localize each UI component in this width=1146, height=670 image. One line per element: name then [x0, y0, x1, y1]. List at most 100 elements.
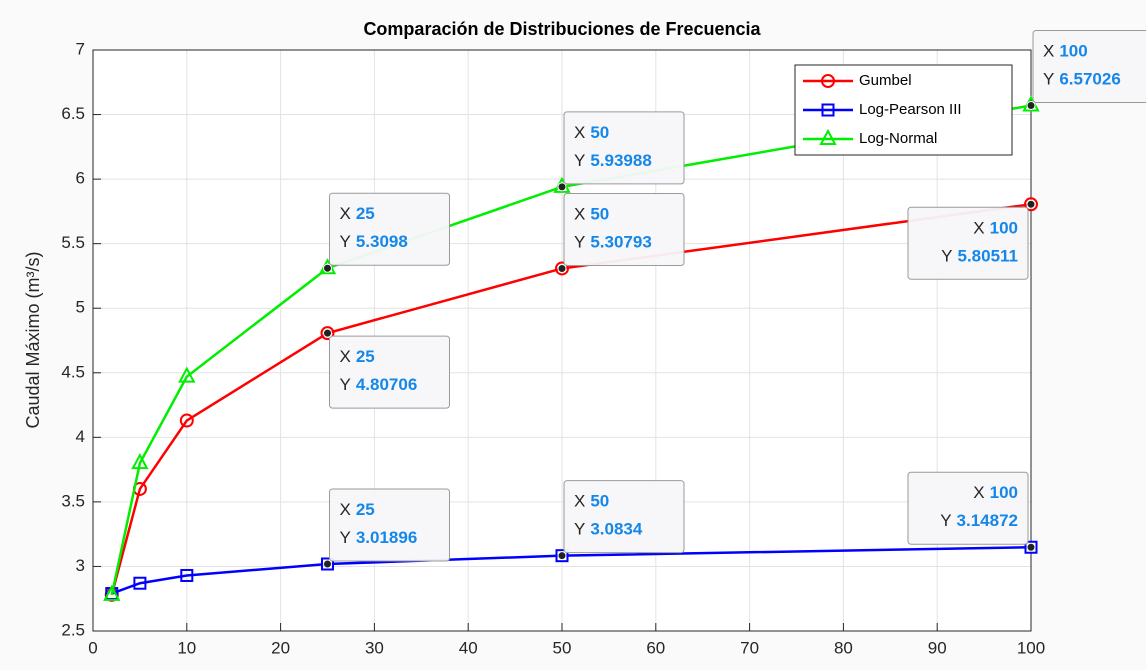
marker	[555, 261, 569, 276]
marker	[555, 549, 569, 563]
datatip: X 50 Y 5.93988	[557, 111, 685, 192]
marker	[1024, 540, 1038, 554]
datatip-value: 25	[356, 348, 375, 367]
y-tick-label: 3	[76, 556, 85, 575]
marker	[821, 103, 835, 117]
datatip-text: Y 5.3098	[340, 233, 408, 252]
datatip-text: X 25	[340, 500, 375, 519]
datatip-label: Y	[1043, 70, 1054, 89]
marker	[131, 453, 149, 470]
marker	[821, 74, 835, 88]
datatip-value: 100	[990, 484, 1018, 503]
x-tick-label: 50	[553, 638, 572, 657]
y-tick-label: 6	[76, 169, 85, 188]
datatip-value: 100	[1059, 42, 1087, 61]
datatip: X 100 Y 6.57026	[1026, 29, 1146, 110]
datatip-label: Y	[340, 528, 351, 547]
datatip-box	[563, 111, 685, 185]
datatip-box	[329, 192, 450, 266]
x-tick-label: 90	[928, 638, 947, 657]
datatip: X 100 Y 5.80511	[907, 199, 1036, 280]
marker	[819, 128, 837, 145]
datatip-label: Y	[941, 247, 952, 266]
datatip-text: Y 3.14872	[940, 512, 1018, 531]
datatip-label: Y	[574, 233, 585, 252]
datatip-text: Y 6.57026	[1043, 70, 1121, 89]
y-tick-label: 7	[76, 39, 85, 58]
x-tick-label: 20	[271, 638, 290, 657]
datatip-value: 100	[990, 219, 1018, 238]
y-tick-label: 4	[76, 427, 85, 446]
datatip-text: Y 3.0834	[574, 520, 643, 539]
datatip: X 100 Y 3.14872	[907, 471, 1036, 552]
datatip-label: X	[340, 205, 351, 224]
datatip-text: X 100	[1043, 42, 1088, 61]
x-tick-label: 30	[365, 638, 384, 657]
datatip-value: 50	[590, 123, 609, 142]
marker	[179, 413, 194, 428]
marker	[103, 584, 121, 601]
datatip-text: Y 4.80706	[340, 376, 418, 395]
datatip: X 25 Y 5.3098	[323, 192, 450, 273]
datatip-value: 5.93988	[590, 151, 651, 170]
legend-label: Log-Normal	[859, 130, 937, 147]
datatip-point	[1026, 199, 1036, 209]
datatip-value: 5.80511	[957, 247, 1018, 266]
datatip-box	[907, 471, 1029, 545]
datatip-box	[329, 335, 450, 409]
datatip-point	[557, 182, 567, 192]
y-tick-label: 6.5	[61, 104, 85, 123]
x-tick-label: 70	[740, 638, 759, 657]
datatip-text: X 25	[340, 205, 375, 224]
datatip-label: X	[1043, 42, 1054, 61]
datatip-point	[323, 559, 332, 569]
datatip: X 50 Y 5.30793	[557, 192, 685, 273]
x-tick-label: 10	[177, 638, 196, 657]
marker	[133, 576, 147, 590]
datatip-text: Y 5.80511	[941, 247, 1018, 266]
datatip-text: X 25	[340, 348, 375, 367]
datatip-text: Y 5.93988	[574, 151, 652, 170]
datatip-text: X 50	[574, 205, 609, 224]
datatip-value: 5.3098	[356, 233, 408, 252]
datatip-label: X	[973, 484, 984, 503]
legend-label: Gumbel	[859, 72, 912, 89]
datatip-value: 25	[356, 500, 375, 519]
datatip-box	[563, 192, 685, 266]
datatip: X 25 Y 3.01896	[323, 488, 450, 569]
datatip-label: X	[574, 492, 585, 511]
datatip-text: Y 3.01896	[340, 528, 418, 547]
datatip-value: 5.30793	[590, 233, 651, 252]
marker	[180, 568, 194, 582]
datatip-point	[323, 328, 332, 338]
y-tick-label: 5	[76, 298, 85, 317]
datatip-point	[1026, 542, 1036, 552]
datatip-value: 6.57026	[1059, 70, 1120, 89]
x-tick-label: 100	[1017, 638, 1045, 657]
datatip-value: 3.01896	[356, 528, 417, 547]
datatip-label: Y	[340, 376, 351, 395]
y-tick-label: 5.5	[61, 233, 85, 252]
datatip-value: 3.0834	[590, 520, 643, 539]
datatip-box	[907, 206, 1029, 280]
axes-box	[92, 49, 1032, 632]
datatip-value: 4.80706	[356, 376, 417, 395]
marker	[320, 326, 335, 341]
datatip-value: 25	[356, 205, 375, 224]
datatip-box	[563, 480, 685, 554]
datatip-box	[1032, 29, 1146, 103]
datatip-text: Y 5.30793	[574, 233, 652, 252]
datatip: X 25 Y 4.80706	[323, 328, 450, 409]
datatip-text: X 100	[973, 484, 1018, 503]
y-axis-label: Caudal Máximo (m³/s)	[23, 251, 43, 428]
legend-label: Log-Pearson III	[859, 101, 962, 118]
datatip-box	[329, 488, 450, 562]
datatip: X 50 Y 3.0834	[557, 480, 685, 561]
datatip-label: X	[340, 500, 351, 519]
x-tick-label: 0	[88, 638, 97, 657]
x-tick-label: 80	[834, 638, 853, 657]
chart-title: Comparación de Distribuciones de Frecuen…	[363, 19, 761, 39]
datatip-point	[1026, 100, 1036, 110]
datatip-text: X 100	[973, 219, 1018, 238]
